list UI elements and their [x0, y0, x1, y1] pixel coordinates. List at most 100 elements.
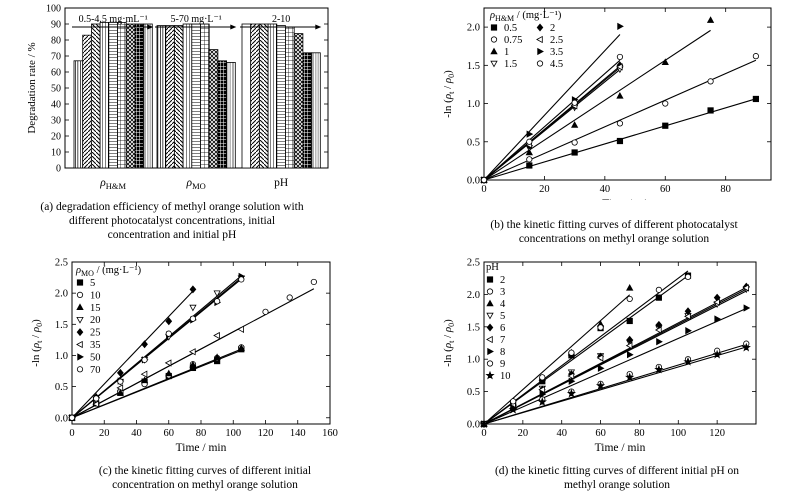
data-point — [262, 308, 269, 315]
bar — [134, 23, 144, 169]
legend-marker — [486, 312, 494, 320]
legend-label: 50 — [90, 352, 101, 363]
chart-a: 0 10 20 30 40 50 60 70 80 90 100 Degradation rate /… — [26, 4, 329, 191]
bar — [165, 25, 175, 169]
y-tick-label: 10 — [51, 148, 61, 159]
fit-line — [483, 288, 747, 425]
y-axis-label: -ln (ρt / ρ0) — [30, 319, 44, 367]
legend-marker — [490, 47, 498, 55]
bar — [82, 34, 92, 169]
data-point — [654, 364, 664, 374]
x-tick-label: 120 — [258, 428, 274, 439]
data-point — [707, 107, 714, 114]
legend-label: 6 — [500, 323, 505, 334]
bar — [73, 60, 84, 169]
fit-line — [483, 294, 631, 425]
plot-frame — [71, 261, 331, 425]
legend-label: 10 — [90, 290, 101, 301]
legend-label: 20 — [90, 315, 101, 326]
x-tick-label: 60 — [164, 428, 175, 439]
arrow-head — [315, 24, 322, 30]
bar — [191, 23, 201, 169]
y-tick-label: 1.0 — [467, 99, 480, 110]
y-tick-label: 30 — [51, 116, 61, 127]
data-point — [595, 380, 606, 390]
data-point — [310, 278, 317, 286]
data-point — [568, 377, 576, 385]
caption-c: (c) the kinetic fitting curves of differ… — [98, 465, 312, 491]
bar — [208, 49, 219, 169]
legend-label: 0.75 — [504, 35, 522, 46]
chart-d: 0 20 40 60 80 100 120 0.0 0.5 1.0 1.5 2.0 2.5 Time / … — [442, 258, 757, 454]
fit-line — [483, 59, 757, 181]
data-point — [526, 162, 533, 169]
data-point — [617, 22, 624, 30]
data-point — [626, 335, 634, 344]
bar — [226, 62, 236, 169]
data-point — [684, 312, 691, 321]
data-point — [741, 342, 751, 352]
data-point — [752, 95, 759, 103]
bar — [302, 52, 312, 169]
data-point — [685, 327, 692, 335]
data-point — [213, 353, 221, 360]
legend-marker — [486, 276, 494, 283]
y-tick-label: 20 — [51, 132, 61, 143]
bar — [99, 21, 110, 169]
y-tick-label: 2.0 — [55, 289, 68, 300]
data-point — [571, 121, 579, 128]
x-axis-label: Time / min — [176, 442, 227, 454]
legend-marker — [487, 347, 494, 356]
range-label: 5-70 mg·L⁻¹ — [170, 14, 221, 25]
data-point — [597, 364, 605, 372]
data-point — [68, 414, 76, 421]
data-point — [713, 298, 720, 306]
data-point — [140, 376, 149, 384]
x-tick-label: 0 — [481, 428, 486, 439]
y-tick-label: 2.0 — [467, 23, 480, 34]
data-point — [480, 176, 488, 184]
y-tick-label: 60 — [51, 68, 61, 79]
data-point — [116, 384, 124, 392]
data-point — [616, 53, 624, 61]
x-tick-label: 160 — [322, 428, 338, 439]
bar — [217, 60, 227, 169]
data-point — [189, 285, 197, 294]
bar — [200, 23, 210, 169]
legend-marker — [536, 35, 543, 44]
data-point — [189, 360, 197, 368]
data-point — [165, 317, 173, 326]
data-point — [625, 341, 633, 350]
data-point — [707, 78, 714, 85]
data-point — [654, 326, 662, 334]
legend-label: 3.5 — [550, 47, 563, 58]
data-point — [165, 330, 172, 337]
bar — [285, 26, 295, 169]
data-point — [538, 386, 546, 394]
legend-label: 25 — [90, 328, 101, 339]
legend-label: 15 — [90, 303, 101, 314]
bar — [108, 21, 118, 169]
y-tick-label: 2.0 — [467, 290, 480, 301]
legend-marker — [490, 60, 498, 68]
y-tick-label: 0 — [56, 164, 61, 175]
data-point — [662, 100, 669, 107]
y-tick-label: 0.0 — [467, 420, 480, 431]
y-tick-label: 0.0 — [55, 413, 68, 424]
y-tick-label: 0.5 — [467, 137, 480, 148]
data-point — [213, 290, 221, 298]
data-point — [626, 317, 633, 325]
data-point — [117, 378, 124, 385]
x-tick-label: 20 — [518, 428, 529, 439]
y-axis-label: -ln (ρt / ρ0) — [442, 70, 456, 118]
data-point — [567, 372, 575, 380]
legend-marker — [490, 36, 498, 43]
y-tick-label: 70 — [51, 52, 61, 63]
plot-frame — [483, 261, 757, 425]
x-tick-label: 120 — [709, 428, 725, 439]
data-point — [526, 138, 533, 145]
bar — [293, 33, 304, 169]
y-tick-label: 1.0 — [467, 355, 480, 366]
legend-marker — [76, 279, 84, 286]
